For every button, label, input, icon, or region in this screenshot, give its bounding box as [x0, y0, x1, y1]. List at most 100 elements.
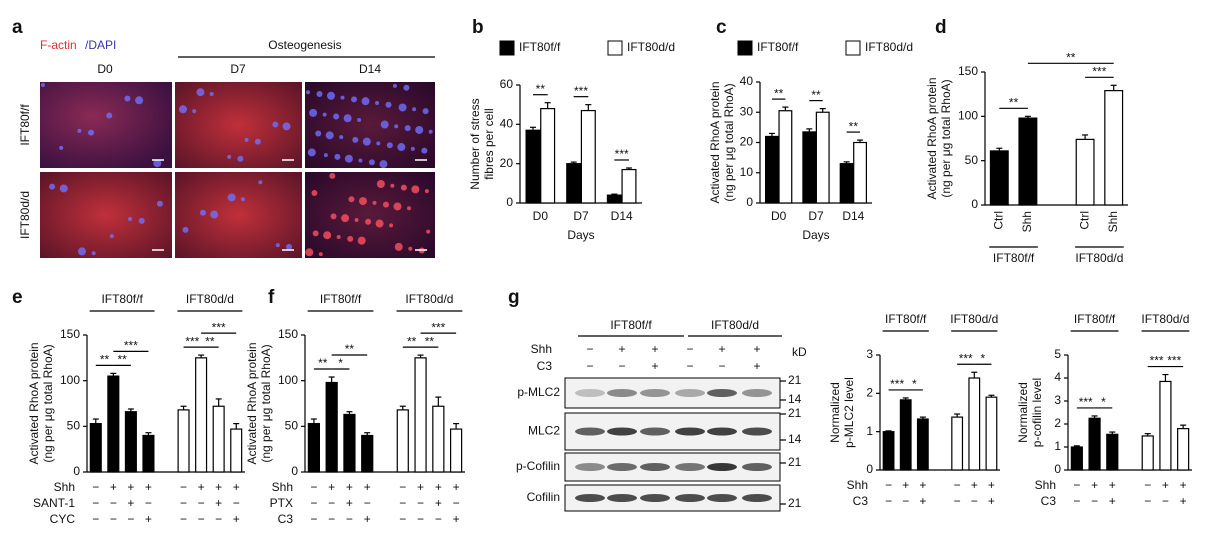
nucleus — [365, 218, 372, 225]
nucleus — [128, 217, 133, 222]
x-axis-label: Days — [802, 228, 829, 242]
blot-band — [607, 427, 637, 436]
y-axis-label: Number of stress — [468, 98, 482, 189]
bar — [778, 110, 793, 204]
nucleus — [325, 131, 334, 140]
significance-label: ** — [407, 334, 417, 348]
y-tick-label: 0 — [866, 462, 873, 476]
y-tick-label: 3 — [1054, 393, 1061, 407]
nucleus — [227, 154, 232, 159]
marker-label: 21 — [788, 455, 802, 469]
nucleus — [307, 148, 316, 157]
marker-label: 14 — [788, 432, 802, 446]
bar — [1075, 138, 1095, 206]
treatment-sign: − — [971, 494, 978, 508]
nucleus — [341, 214, 350, 223]
nucleus — [361, 97, 370, 106]
blot-band — [575, 463, 605, 471]
nucleus — [327, 91, 336, 100]
error-bar — [988, 394, 995, 398]
error-bar — [1162, 373, 1169, 382]
legend-label: IFT80f/f — [757, 40, 799, 54]
y-tick-label: 0 — [291, 464, 298, 478]
nucleus — [403, 84, 410, 91]
error-bar — [530, 126, 537, 131]
y-tick-label: 100 — [278, 373, 298, 387]
nucleus — [398, 103, 407, 112]
y-axis-label: p-MLC2 level — [842, 377, 856, 448]
band-name: MLC2 — [528, 424, 560, 438]
blot-frame — [564, 377, 781, 409]
treatment-sign: + — [127, 496, 134, 510]
treatment-name: Shh — [272, 480, 293, 494]
micrograph-image — [175, 172, 302, 258]
treatment-sign: − — [110, 496, 117, 510]
treatment-name: CYC — [50, 512, 76, 526]
significance-label: *** — [124, 339, 138, 353]
treatment-sign: + — [145, 480, 152, 494]
treatment-sign: + — [127, 480, 134, 494]
treatment-sign: + — [919, 494, 926, 508]
nucleus — [316, 90, 323, 97]
error-bar — [364, 432, 371, 436]
nucleus — [348, 196, 355, 203]
nucleus — [138, 217, 145, 224]
legend-label: IFT80d/d — [627, 40, 675, 54]
y-axis-label: (ng per μg total RhoA) — [939, 79, 953, 197]
header: Osteogenesis — [268, 38, 341, 52]
error-bar — [1144, 433, 1151, 436]
error-bar — [625, 167, 632, 170]
treatment-sign: − — [399, 480, 406, 494]
blot-band — [607, 463, 637, 471]
error-bar — [1082, 134, 1089, 140]
y-tick-label: 40 — [500, 117, 514, 131]
legend-label: IFT80f/f — [519, 40, 561, 54]
treatment-name: C3 — [537, 359, 553, 373]
bar — [325, 381, 338, 473]
nucleus — [153, 159, 162, 168]
y-tick-label: 40 — [740, 74, 754, 88]
treatment-sign: − — [1144, 494, 1151, 508]
legend-swatch — [845, 40, 861, 56]
nucleus — [375, 100, 380, 105]
nucleus — [240, 197, 245, 202]
treatment-sign: − — [92, 480, 99, 494]
nucleus — [322, 112, 327, 117]
treatment-sign: + — [1091, 478, 1098, 492]
treatment-sign: − — [328, 496, 335, 510]
blot-band — [707, 463, 737, 471]
treatment-sign: − — [435, 512, 442, 526]
nucleus — [77, 128, 82, 133]
treatment-sign: − — [215, 512, 222, 526]
marker-label: 14 — [788, 392, 802, 406]
bar — [307, 422, 320, 473]
legend-label: IFT80d/d — [865, 40, 913, 54]
x-tick-label: Ctrl — [1077, 211, 1091, 230]
column-label: D0 — [97, 62, 113, 76]
treatment-sign: − — [417, 496, 424, 510]
nucleus — [347, 235, 354, 242]
nucleus — [411, 185, 420, 194]
y-tick-label: 1 — [866, 424, 873, 438]
x-tick-label: Shh — [1106, 211, 1120, 232]
treatment-sign: − — [110, 512, 117, 526]
treatment-sign: − — [1162, 494, 1169, 508]
y-tick-label: 0 — [1054, 462, 1061, 476]
treatment-sign: − — [453, 496, 460, 510]
blot-band — [575, 427, 605, 436]
bar — [951, 416, 964, 471]
blot-band — [742, 494, 772, 502]
treatment-name: Shh — [531, 342, 552, 356]
treatment-sign: − — [127, 512, 134, 526]
group-label: IFT80f/f — [1074, 312, 1116, 326]
nucleus — [91, 251, 96, 256]
nucleus — [339, 135, 344, 140]
treatment-sign: − — [198, 496, 205, 510]
treatment-sign: − — [1144, 478, 1151, 492]
group-label: IFT80d/d — [1141, 312, 1189, 326]
stain-label: /DAPI — [85, 38, 116, 52]
nucleus — [386, 142, 393, 149]
error-bar — [453, 422, 460, 430]
nucleus — [124, 95, 131, 102]
blot-band — [742, 389, 772, 397]
